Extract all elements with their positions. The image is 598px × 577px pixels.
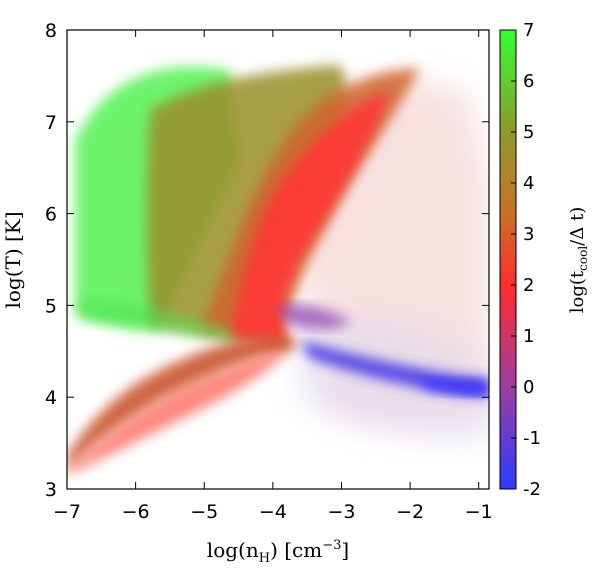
y-tick-label: 7 — [45, 112, 57, 134]
colorbar-tick-label: 1 — [523, 326, 534, 347]
colorbar — [499, 29, 517, 490]
y-tick-label: 3 — [45, 479, 57, 501]
colorbar-tick-label: -1 — [523, 428, 541, 449]
region-green-tongue — [80, 300, 236, 340]
region-dense-cold-core — [420, 378, 489, 395]
x-axis-ticks: −7 −6 −5 −4 −3 −2 −1 — [53, 30, 493, 523]
density-layer — [67, 65, 489, 475]
colorbar-tick-label: 0 — [523, 377, 534, 398]
y-axis-label: log(T) [K] — [1, 211, 25, 308]
colorbar-tick-label: 7 — [523, 20, 534, 41]
x-tick-label: −7 — [53, 501, 81, 523]
region-cooling-ridge — [230, 90, 390, 345]
colorbar-tick-label: 3 — [523, 224, 534, 245]
colorbar-tick-label: 5 — [523, 122, 534, 143]
colorbar-tick-label: 4 — [523, 173, 534, 194]
x-tick-label: −3 — [327, 501, 355, 523]
x-axis-label: log(nH) [cm−3] — [207, 538, 349, 566]
colorbar-tick-label: 6 — [523, 71, 534, 92]
colorbar-ticks: -2 -1 0 1 2 3 4 5 6 7 — [511, 20, 541, 500]
x-tick-label: −1 — [465, 501, 493, 523]
y-tick-label: 5 — [45, 295, 57, 317]
colorbar-tick-label: 2 — [523, 275, 534, 296]
y-tick-label: 6 — [45, 204, 57, 226]
x-tick-label: −5 — [190, 501, 218, 523]
region-low-temperature — [67, 335, 297, 470]
region-low-temperature-red — [67, 350, 290, 475]
colorbar-tick-label: -2 — [523, 479, 541, 500]
colorbar-label: log(tcool/Δ t) — [567, 207, 590, 313]
y-axis-ticks: 3 4 5 6 7 8 — [45, 20, 489, 501]
x-tick-label: −4 — [259, 501, 287, 523]
region-dense-warm-plume — [279, 303, 350, 330]
plot-frame — [66, 29, 490, 490]
x-tick-label: −6 — [122, 501, 150, 523]
y-tick-label: 8 — [45, 20, 57, 42]
y-tick-label: 4 — [45, 387, 57, 409]
x-tick-label: −2 — [396, 501, 424, 523]
